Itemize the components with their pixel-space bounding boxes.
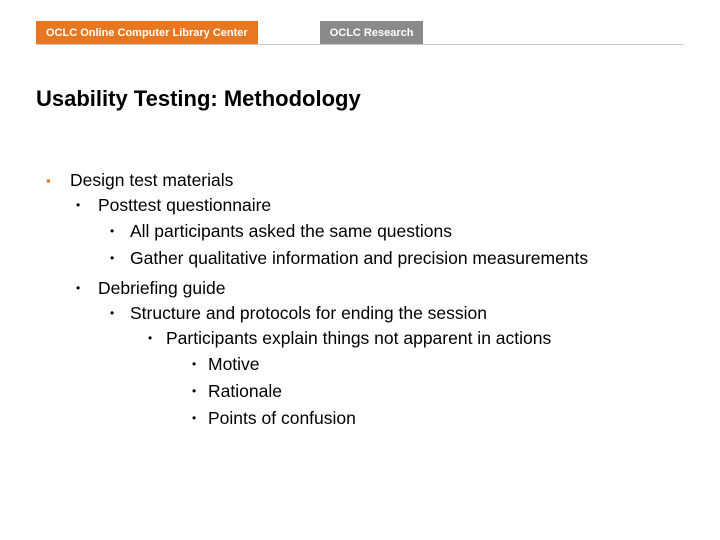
list-item: • Motive: [166, 352, 686, 377]
header-bar: OCLC Online Computer Library Center OCLC…: [36, 21, 423, 45]
list-text: Participants explain things not apparent…: [166, 328, 551, 348]
list-item: • Gather qualitative information and pre…: [98, 246, 686, 271]
bullet-dot-icon: •: [70, 276, 98, 438]
content-outline: ▪ Design test materials • Posttest quest…: [46, 168, 686, 442]
list-text: Design test materials: [70, 170, 233, 190]
page-title: Usability Testing: Methodology: [36, 86, 361, 112]
badge-oclc-main: OCLC Online Computer Library Center: [36, 21, 258, 45]
list-text: Structure and protocols for ending the s…: [130, 303, 487, 323]
list-item: • All participants asked the same questi…: [98, 219, 686, 244]
list-text: Debriefing guide: [98, 278, 225, 298]
list-text: Gather qualitative information and preci…: [130, 248, 588, 268]
bullet-dot-icon: •: [130, 326, 166, 434]
badge-oclc-research: OCLC Research: [320, 21, 424, 45]
bullet-dot-icon: •: [70, 193, 98, 273]
bullet-dot-icon: •: [166, 406, 208, 431]
list-text: All participants asked the same question…: [130, 221, 452, 241]
list-item: • Points of confusion: [166, 406, 686, 431]
list-text: Posttest questionnaire: [98, 195, 271, 215]
header-divider: [36, 44, 684, 45]
list-item: • Participants explain things not appare…: [130, 326, 686, 434]
bullet-dot-icon: •: [98, 246, 130, 271]
bullet-dot-icon: •: [166, 352, 208, 377]
bullet-dot-icon: •: [98, 219, 130, 244]
bullet-dot-icon: •: [98, 301, 130, 436]
bullet-dot-icon: •: [166, 379, 208, 404]
list-item: • Posttest questionnaire • All participa…: [70, 193, 686, 273]
list-item: • Debriefing guide • Structure and proto…: [70, 276, 686, 438]
list-item: ▪ Design test materials • Posttest quest…: [46, 168, 686, 440]
list-item: • Rationale: [166, 379, 686, 404]
bullet-square-icon: ▪: [46, 168, 70, 440]
list-text: Motive: [208, 354, 260, 374]
list-text: Points of confusion: [208, 408, 356, 428]
list-text: Rationale: [208, 381, 282, 401]
list-item: • Structure and protocols for ending the…: [98, 301, 686, 436]
